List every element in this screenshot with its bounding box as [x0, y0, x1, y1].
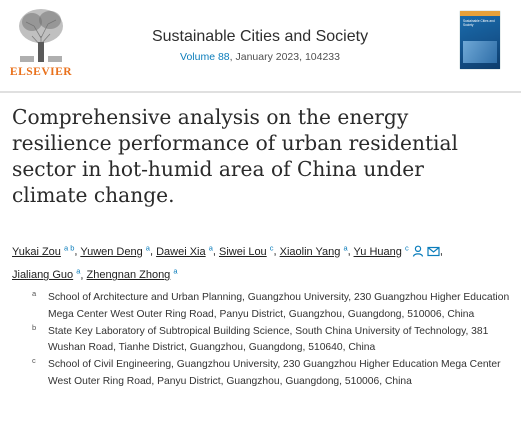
author[interactable]: Dawei Xia a: [156, 243, 213, 258]
cover-band: [460, 11, 500, 16]
affiliation-item: a School of Architecture and Urban Plann…: [22, 289, 512, 324]
journal-cover-image[interactable]: Sustainable Cities and Society: [460, 11, 500, 69]
author[interactable]: Yukai Zou a b: [12, 243, 75, 258]
cover-title: Sustainable Cities and Society: [463, 19, 495, 27]
citation-details: , January 2023, 104233: [229, 51, 340, 63]
affiliation-letter: c: [32, 356, 36, 366]
author[interactable]: Zhengnan Zhong a: [86, 266, 178, 282]
affiliation-item: c School of Civil Engineering, Guangzhou…: [22, 356, 512, 391]
author[interactable]: Xiaolin Yang a: [279, 243, 348, 258]
affiliation-letter: b: [32, 322, 37, 332]
header-divider: [0, 91, 521, 93]
person-icon[interactable]: [412, 245, 424, 257]
corresponding-author[interactable]: Yu Huang c: [354, 243, 440, 258]
author[interactable]: Yuwen Deng a: [80, 243, 150, 258]
elsevier-wordmark: ELSEVIER: [9, 66, 73, 78]
affiliation-text: School of Civil Engineering, Guangzhou U…: [48, 359, 501, 387]
elsevier-logo[interactable]: ELSEVIER: [8, 6, 74, 82]
citation-line: Volume 88, January 2023, 104233: [110, 51, 410, 63]
article-title: Comprehensive analysis on the energy res…: [12, 105, 459, 207]
journal-info: Sustainable Cities and Society Volume 88…: [110, 28, 410, 63]
article-header: ELSEVIER Sustainable Cities and Society …: [0, 0, 521, 90]
affiliation-item: b State Key Laboratory of Subtropical Bu…: [22, 323, 512, 358]
author[interactable]: Siwei Lou c: [218, 243, 274, 258]
affiliation-letter: a: [32, 289, 37, 298]
affiliations: a School of Architecture and Urban Plann…: [22, 289, 512, 391]
affiliation-text: State Key Laboratory of Subtropical Buil…: [48, 325, 489, 354]
affiliation-text: School of Architecture and Urban Plannin…: [48, 292, 510, 320]
journal-title[interactable]: Sustainable Cities and Society: [151, 28, 369, 45]
author[interactable]: Jialiang Guo a: [12, 266, 81, 282]
email-icon[interactable]: [427, 246, 440, 257]
cover-photo: [463, 41, 497, 63]
volume-link[interactable]: Volume 88: [180, 51, 230, 63]
author-list: Yukai Zou a b, Yuwen Deng a, Dawei Xia a…: [12, 243, 443, 282]
tree-icon: [14, 6, 68, 64]
